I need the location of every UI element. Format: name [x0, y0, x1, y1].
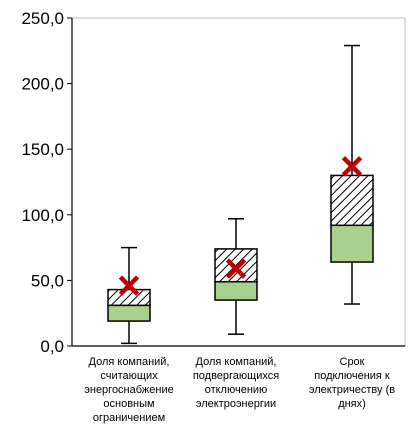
y-tick-label: 200,0: [21, 75, 64, 94]
box-upper-quartile: [330, 174, 374, 227]
mean-marker-stroke: [341, 156, 363, 177]
box-lower-quartile: [214, 280, 258, 301]
category-label-1: Доля компаний, считающих энергоснабжение ос…: [84, 356, 174, 424]
box-group-2: [214, 217, 258, 335]
category-label-line: отключению: [205, 384, 268, 396]
category-label-line: подключения к: [314, 370, 390, 382]
box-upper-quartile: [214, 248, 258, 283]
mean-marker-stroke: [225, 258, 247, 279]
category-label-line: электроэнергии: [196, 398, 276, 410]
y-tick-label: 50,0: [31, 271, 64, 290]
box-group-1: [107, 246, 151, 345]
category-label-line: Доля компаний,: [89, 356, 170, 368]
category-label-2: Доля компаний, подвергающихся отключению эл…: [193, 356, 279, 410]
box-lower-quartile: [107, 304, 151, 322]
mean-marker: [341, 156, 363, 177]
category-label-line: Доля компаний,: [196, 356, 277, 368]
mean-marker: [118, 275, 140, 296]
y-tick-label: 100,0: [21, 206, 64, 225]
y-tick-label: 250,0: [21, 9, 64, 28]
category-label-line: считающих: [100, 370, 158, 382]
box-upper-quartile: [107, 288, 151, 307]
y-axis-ticks: 0,0 50,0 100,0 150,0 200,0 250,0: [21, 9, 72, 356]
boxes-group: [107, 44, 374, 345]
mean-marker-stroke: [118, 275, 140, 296]
y-tick-label: 150,0: [21, 140, 64, 159]
category-labels: Доля компаний, считающих энергоснабжение ос…: [84, 356, 395, 424]
category-label-line: электричеству (в: [309, 384, 395, 396]
category-label-line: ограничением: [93, 412, 165, 424]
box-group-3: [330, 44, 374, 305]
category-label-line: подвергающихся: [193, 370, 279, 382]
box-lower-quartile: [330, 224, 374, 263]
category-label-line: энергоснабжение: [84, 384, 174, 396]
category-label-line: Срок: [340, 356, 365, 368]
y-tick-label: 0,0: [40, 337, 64, 356]
category-label-line: днях): [338, 398, 366, 410]
category-label-3: Срок подключения к электричеству (в днях): [309, 356, 395, 410]
category-label-line: основным: [103, 398, 154, 410]
mean-marker: [225, 258, 247, 279]
